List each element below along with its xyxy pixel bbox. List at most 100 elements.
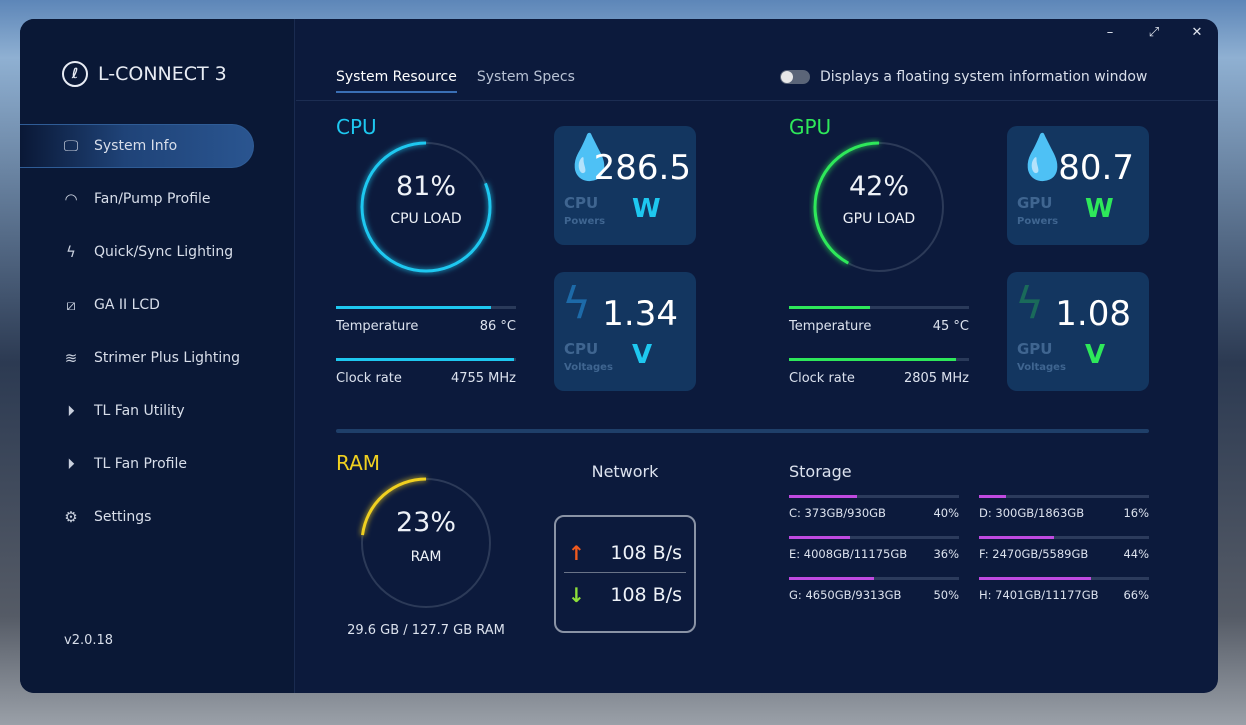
gpu-voltage-card: ϟ 1.08 V GPU Voltages <box>1007 272 1149 391</box>
cpu-temperature-label: Temperature <box>336 319 419 334</box>
storage-drive-label: C: 373GB/930GB <box>789 506 886 520</box>
sidebar-item-system-info[interactable]: 🖵 System Info <box>20 124 254 168</box>
gpu-clock-bar <box>789 358 969 361</box>
storage-drive-bar <box>979 495 1149 498</box>
storage-drive: D: 300GB/1863GB 16% <box>979 495 1149 520</box>
storage-drive: F: 2470GB/5589GB 44% <box>979 536 1149 561</box>
gpu-temperature-label: Temperature <box>789 319 872 334</box>
gpu-temperature-bar <box>789 306 969 309</box>
strimer-icon: ≋ <box>64 349 78 367</box>
flame-icon: 💧 <box>1015 132 1070 183</box>
cpu-temperature-value: 86 °C <box>479 319 516 334</box>
flame-icon: 💧 <box>562 132 617 183</box>
gpu-voltage-name: GPU <box>1017 340 1053 358</box>
sidebar-item-fan-pump-profile[interactable]: ◠ Fan/Pump Profile <box>20 177 295 221</box>
gpu-gauge-arc <box>813 141 945 273</box>
storage-drive-bar-fill <box>789 495 857 498</box>
app-version: v2.0.18 <box>64 633 114 648</box>
cpu-clock: Clock rate 4755 MHz <box>336 358 516 386</box>
close-button[interactable]: ✕ <box>1191 25 1203 40</box>
lian-li-logo-icon: ℓ <box>62 61 88 87</box>
cpu-load-value: 81% <box>395 171 456 202</box>
play-icon: ⏵ <box>67 455 75 473</box>
network-download-value: 108 B/s <box>610 584 682 606</box>
gpu-power-unit: W <box>1085 194 1114 224</box>
cpu-temperature-bar <box>336 306 516 309</box>
floating-window-toggle[interactable] <box>780 70 810 84</box>
gpu-power-value: 80.7 <box>1058 148 1134 188</box>
tab-bar: System Resource System Specs <box>336 69 575 93</box>
sidebar-item-label: GA II LCD <box>94 297 160 313</box>
sidebar-item-settings[interactable]: ⚙ Settings <box>20 495 295 539</box>
gpu-temperature-bar-fill <box>789 306 870 309</box>
play-icon: ⏵ <box>67 402 75 420</box>
lcd-icon: ⧄ <box>66 296 76 314</box>
gpu-load-gauge: 42% GPU LOAD <box>809 137 949 277</box>
gpu-power-name: GPU <box>1017 194 1053 212</box>
monitor-icon: 🖵 <box>63 137 79 155</box>
cpu-temperature: Temperature 86 °C <box>336 306 516 334</box>
gpu-power-card: 💧 80.7 W GPU Powers <box>1007 126 1149 245</box>
sidebar-nav: 🖵 System Info ◠ Fan/Pump Profile ϟ Quick/Sy… <box>20 124 295 548</box>
cpu-gauge-ring <box>360 141 492 273</box>
gpu-load-value: 42% <box>848 171 909 202</box>
gpu-voltage-unit: V <box>1085 340 1106 370</box>
ram-load-gauge: 23% RAM <box>356 473 496 613</box>
sidebar-item-label: Quick/Sync Lighting <box>94 244 234 260</box>
cpu-load-gauge: 81% CPU LOAD <box>356 137 496 277</box>
storage-drive-percent: 16% <box>1123 506 1149 520</box>
app-logo: ℓ L-CONNECT 3 <box>62 61 227 87</box>
sidebar: ℓ L-CONNECT 3 🖵 System Info ◠ Fan/Pump Prof… <box>20 19 295 693</box>
gpu-load-label: GPU LOAD <box>842 211 916 227</box>
gauge-icon: ◠ <box>64 190 78 208</box>
section-divider <box>336 429 1149 433</box>
lightning-icon: ϟ <box>562 278 592 329</box>
cpu-power-sublabel: Powers <box>564 216 606 227</box>
sidebar-item-label: System Info <box>94 138 178 154</box>
cpu-voltage-sublabel: Voltages <box>564 362 613 373</box>
minimize-button[interactable]: – <box>1106 25 1114 40</box>
ram-gauge-arc <box>360 477 492 609</box>
tab-system-resource[interactable]: System Resource <box>336 69 457 93</box>
storage-drive-bar-fill <box>789 536 851 539</box>
storage-drive-label: D: 300GB/1863GB <box>979 506 1085 520</box>
gear-icon: ⚙ <box>64 508 78 526</box>
network-upload: ↑ 108 B/s <box>564 533 686 573</box>
sidebar-item-ga-ii-lcd[interactable]: ⧄ GA II LCD <box>20 283 295 327</box>
network-upload-value: 108 B/s <box>610 541 682 564</box>
storage-drive-bar <box>979 536 1149 539</box>
sidebar-item-label: Strimer Plus Lighting <box>94 350 241 366</box>
ram-load-value: 23% <box>395 507 456 538</box>
lightning-icon: ϟ <box>66 243 76 261</box>
storage-drive: G: 4650GB/9313GB 50% <box>789 577 959 602</box>
cpu-load-label: CPU LOAD <box>390 211 462 227</box>
ram-title: RAM <box>336 451 381 475</box>
cpu-voltage-value: 1.34 <box>602 294 678 334</box>
gpu-voltage-sublabel: Voltages <box>1017 362 1066 373</box>
storage-drive-label: H: 7401GB/11177GB <box>979 588 1099 602</box>
sidebar-item-tl-fan-utility[interactable]: ⏵ TL Fan Utility <box>20 389 295 433</box>
storage-drive-bar <box>789 536 959 539</box>
ram-gauge-ring <box>360 477 492 609</box>
cpu-title: CPU <box>336 115 377 139</box>
storage-title: Storage <box>789 462 852 481</box>
gpu-power-sublabel: Powers <box>1017 216 1059 227</box>
maximize-button[interactable]: ⤢ <box>1148 25 1160 40</box>
storage-drive-percent: 50% <box>933 588 959 602</box>
storage-drive-label: G: 4650GB/9313GB <box>789 588 902 602</box>
storage-drive-bar-fill <box>979 577 1092 580</box>
gpu-temperature-value: 45 °C <box>932 319 969 334</box>
gpu-gauge-ring <box>813 141 945 273</box>
arrow-down-icon: ↓ <box>568 583 585 607</box>
sidebar-item-quick-sync-lighting[interactable]: ϟ Quick/Sync Lighting <box>20 230 295 274</box>
sidebar-item-strimer-plus-lighting[interactable]: ≋ Strimer Plus Lighting <box>20 336 295 380</box>
tab-system-specs[interactable]: System Specs <box>476 69 575 85</box>
storage-drive-bar <box>789 495 959 498</box>
sidebar-item-label: Settings <box>94 509 152 525</box>
cpu-power-name: CPU <box>564 194 599 212</box>
cpu-power-unit: W <box>632 194 661 224</box>
storage-drive-percent: 66% <box>1123 588 1149 602</box>
storage-drive: H: 7401GB/11177GB 66% <box>979 577 1149 602</box>
sidebar-item-tl-fan-profile[interactable]: ⏵ TL Fan Profile <box>20 442 295 486</box>
cpu-clock-bar-fill <box>336 358 515 361</box>
